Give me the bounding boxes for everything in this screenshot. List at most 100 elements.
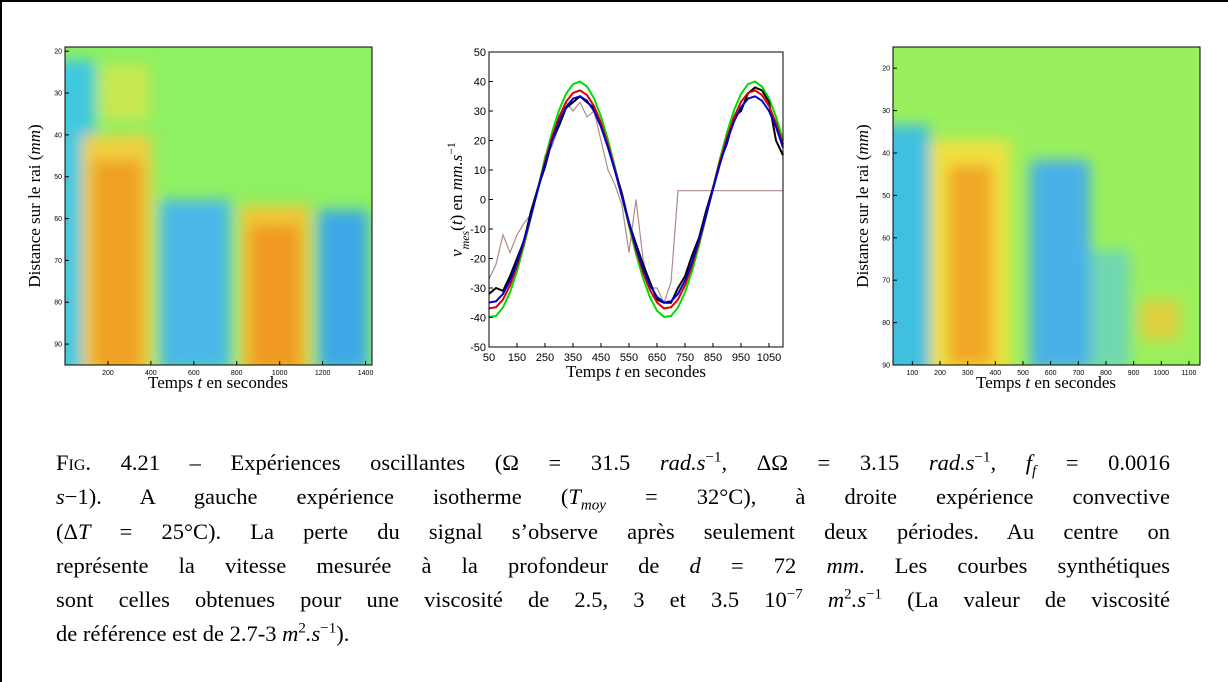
caption-text: = 0.0016 xyxy=(1036,450,1171,475)
caption-text: f xyxy=(1025,450,1033,475)
y-tick-label: -20 xyxy=(470,253,486,265)
x-tick-label: 300 xyxy=(962,370,974,377)
caption-text: = 72 xyxy=(700,552,827,578)
caption-text xyxy=(803,587,828,612)
y-tick-label: -50 xyxy=(470,342,486,354)
x-tick-label: 850 xyxy=(704,352,722,364)
caption-text: , xyxy=(990,450,1026,475)
heatmap-image xyxy=(65,47,372,365)
y-tick-label: 40 xyxy=(54,132,62,139)
x-tick-label: 1100 xyxy=(1181,370,1196,377)
caption-text: d xyxy=(689,552,701,578)
x-tick-label: 250 xyxy=(536,352,554,364)
x-tick-label: 600 xyxy=(1045,370,1057,377)
caption-text: Fig. xyxy=(56,450,92,475)
y-tick-label: 0 xyxy=(480,194,486,206)
line-series xyxy=(488,80,784,318)
text-part: t xyxy=(1025,373,1031,392)
text-part: mes xyxy=(458,230,472,249)
x-axis-label: Temps t en secondes xyxy=(566,362,706,381)
text-part: mm.s xyxy=(447,154,466,190)
caption-text: rad.s xyxy=(659,450,706,475)
caption-text: −1 xyxy=(866,586,883,603)
caption-text: T xyxy=(77,518,91,544)
text-part: mm xyxy=(25,130,44,155)
y-tick-label: 90 xyxy=(882,362,890,369)
y-axis-label: Distance sur le rai (mm) xyxy=(853,124,872,287)
caption-text: . Les courbes synthétiques xyxy=(858,552,1170,578)
x-tick-label: 800 xyxy=(231,370,243,377)
y-tick-label: 80 xyxy=(54,300,62,307)
text-part: ) xyxy=(25,124,44,130)
x-tick-label: 1200 xyxy=(315,370,331,377)
y-tick-label: 20 xyxy=(474,135,486,147)
caption-line: Fig. 4.21 – Expériences oscillantes (Ω =… xyxy=(56,446,1170,480)
y-tick-label: 50 xyxy=(474,47,486,59)
x-tick-label: 450 xyxy=(592,352,610,364)
caption-text: (Δ xyxy=(56,518,78,544)
caption-text: 2 xyxy=(298,620,306,637)
text-part: en secondes xyxy=(202,373,288,392)
y-tick-label: 30 xyxy=(474,106,486,118)
heatmap-image xyxy=(893,47,1200,365)
plot-frame xyxy=(892,46,1201,366)
text-part: ) en xyxy=(447,190,466,220)
x-axis-label: Temps t en secondes xyxy=(976,373,1116,392)
text-part: Temps xyxy=(976,373,1025,392)
text-part: t xyxy=(615,362,621,381)
x-tick-label: 50 xyxy=(483,352,495,364)
y-tick-label: 30 xyxy=(54,90,62,97)
text-part: t xyxy=(197,373,203,392)
line-series xyxy=(488,89,784,310)
y-tick-label: -10 xyxy=(470,224,486,236)
x-tick-label: 1000 xyxy=(272,370,288,377)
plot-frame xyxy=(64,46,373,366)
caption-text: −1 xyxy=(320,620,337,637)
text-part: en secondes xyxy=(1030,373,1116,392)
caption-text: −1 xyxy=(705,449,722,466)
text-part: −1 xyxy=(444,142,458,155)
x-tick-label: 150 xyxy=(508,352,526,364)
y-tick-label: 20 xyxy=(882,66,890,73)
caption-text: = 32°C), à droite expérience convective xyxy=(605,484,1170,510)
y-tick-label: 50 xyxy=(882,193,890,200)
y-tick-label: -40 xyxy=(470,312,486,324)
text-part: Distance sur le rai ( xyxy=(853,154,872,287)
x-tick-label: 400 xyxy=(145,370,157,377)
y-tick-label: 50 xyxy=(54,174,62,181)
caption: Fig. 4.21 – Expériences oscillantes (Ω =… xyxy=(56,446,1170,652)
text-part: ) xyxy=(853,124,872,130)
caption-text: = 25°C). La perte du signal s’observe ap… xyxy=(90,518,1170,544)
caption-text: f xyxy=(1032,463,1037,480)
figure: 200 400 600 800 1000 1200 14002030405060708090… xyxy=(25,46,1201,392)
caption-text: .s xyxy=(851,587,867,613)
y-tick-label: 40 xyxy=(882,150,890,157)
text-part: mm xyxy=(853,130,872,155)
x-tick-label: 950 xyxy=(732,352,750,364)
caption-text: (La valeur de viscosité xyxy=(882,587,1171,613)
text-part: Temps xyxy=(148,373,197,392)
caption-text: mm xyxy=(826,552,859,578)
x-tick-label: 800 xyxy=(1100,370,1112,377)
y-tick-label: 70 xyxy=(882,278,890,285)
x-tick-label: 600 xyxy=(188,370,200,377)
caption-text: ). xyxy=(336,621,350,647)
caption-text: , ΔΩ = 3.15 xyxy=(721,450,929,475)
y-tick-label: -30 xyxy=(470,283,486,295)
x-tick-label: 200 xyxy=(934,370,946,377)
text-part: Distance sur le rai ( xyxy=(25,154,44,287)
caption-text: de référence est de 2.7-3 xyxy=(56,621,283,647)
caption-text: s xyxy=(56,484,65,510)
caption-text: 4.21 – Expériences oscillantes (Ω = 31.5 xyxy=(91,450,660,475)
y-tick-label: 70 xyxy=(54,258,62,265)
line-series xyxy=(488,95,784,304)
text-part: Temps xyxy=(566,362,615,381)
text-part: en secondes xyxy=(620,362,706,381)
x-tick-label: 350 xyxy=(564,352,582,364)
caption-line: s−1). A gauche expérience isotherme (Tmo… xyxy=(56,480,1170,514)
caption-text: m xyxy=(827,587,845,613)
x-tick-label: 900 xyxy=(1128,370,1140,377)
caption-text: m xyxy=(282,621,299,647)
caption-text: 2 xyxy=(844,586,852,603)
